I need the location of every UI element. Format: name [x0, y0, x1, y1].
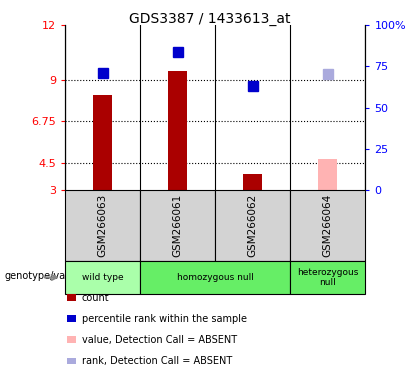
Text: GSM266063: GSM266063 [97, 194, 108, 257]
Bar [168, 71, 187, 190]
Text: count: count [82, 293, 110, 303]
Text: GSM266064: GSM266064 [323, 194, 333, 257]
Text: GSM266061: GSM266061 [173, 194, 183, 257]
Bar [318, 159, 337, 190]
Text: GDS3387 / 1433613_at: GDS3387 / 1433613_at [129, 12, 291, 26]
Text: genotype/variation: genotype/variation [4, 270, 97, 281]
Bar [93, 95, 112, 190]
Text: GSM266062: GSM266062 [248, 194, 258, 257]
Text: homozygous null: homozygous null [177, 273, 254, 282]
Bar [244, 174, 262, 190]
Text: percentile rank within the sample: percentile rank within the sample [82, 314, 247, 324]
Text: wild type: wild type [82, 273, 123, 282]
Text: value, Detection Call = ABSENT: value, Detection Call = ABSENT [82, 335, 237, 345]
Text: rank, Detection Call = ABSENT: rank, Detection Call = ABSENT [82, 356, 232, 366]
Text: heterozygous
null: heterozygous null [297, 268, 359, 287]
